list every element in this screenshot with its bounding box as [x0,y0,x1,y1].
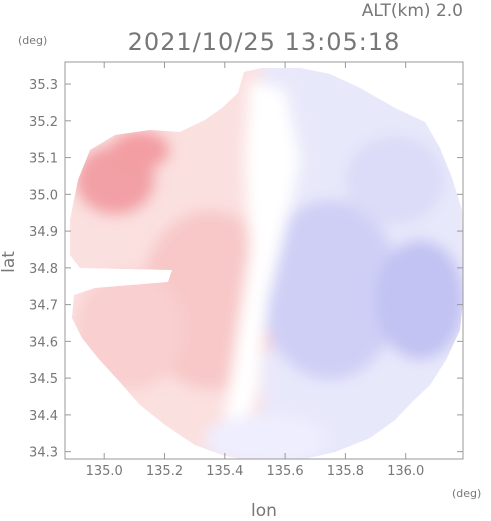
y-axis-label: lat [0,251,19,273]
y-tick-label: 35.1 [29,152,58,167]
y-tick-label: 35.2 [29,115,58,130]
y-tick-label: 34.3 [29,446,58,461]
altitude-label: ALT(km) 2.0 [362,1,463,21]
y-tick-label: 35.3 [29,78,58,93]
y-tick-label: 34.9 [29,225,58,240]
y-tick-label: 35.0 [29,188,58,203]
y-tick-label: 34.5 [29,372,58,387]
radar-field [70,68,463,459]
y-tick-label: 34.7 [29,299,58,314]
y-tick-label: 34.4 [29,409,58,424]
x-unit-label: (deg) [452,487,481,500]
x-ticks: 135.0 135.2 135.4 135.6 135.8 136.0 [86,62,424,479]
x-axis-label: lon [251,501,277,521]
x-tick-label: 136.0 [387,464,424,479]
plot-area [70,68,463,459]
x-tick-label: 135.2 [146,464,183,479]
x-tick-label: 135.4 [206,464,243,479]
y-unit-label: (deg) [18,34,47,47]
y-tick-label: 34.6 [29,335,58,350]
x-tick-label: 135.8 [327,464,364,479]
y-ticks: 34.3 34.4 34.5 34.6 34.7 34.8 34.9 35.0 35.1 35.2… [29,78,463,461]
y-tick-label: 34.8 [29,262,58,277]
x-tick-label: 135.6 [266,464,303,479]
chart-title: 2021/10/25 13:05:18 [128,28,401,56]
plot-frame [64,61,464,460]
x-tick-label: 135.0 [86,464,123,479]
